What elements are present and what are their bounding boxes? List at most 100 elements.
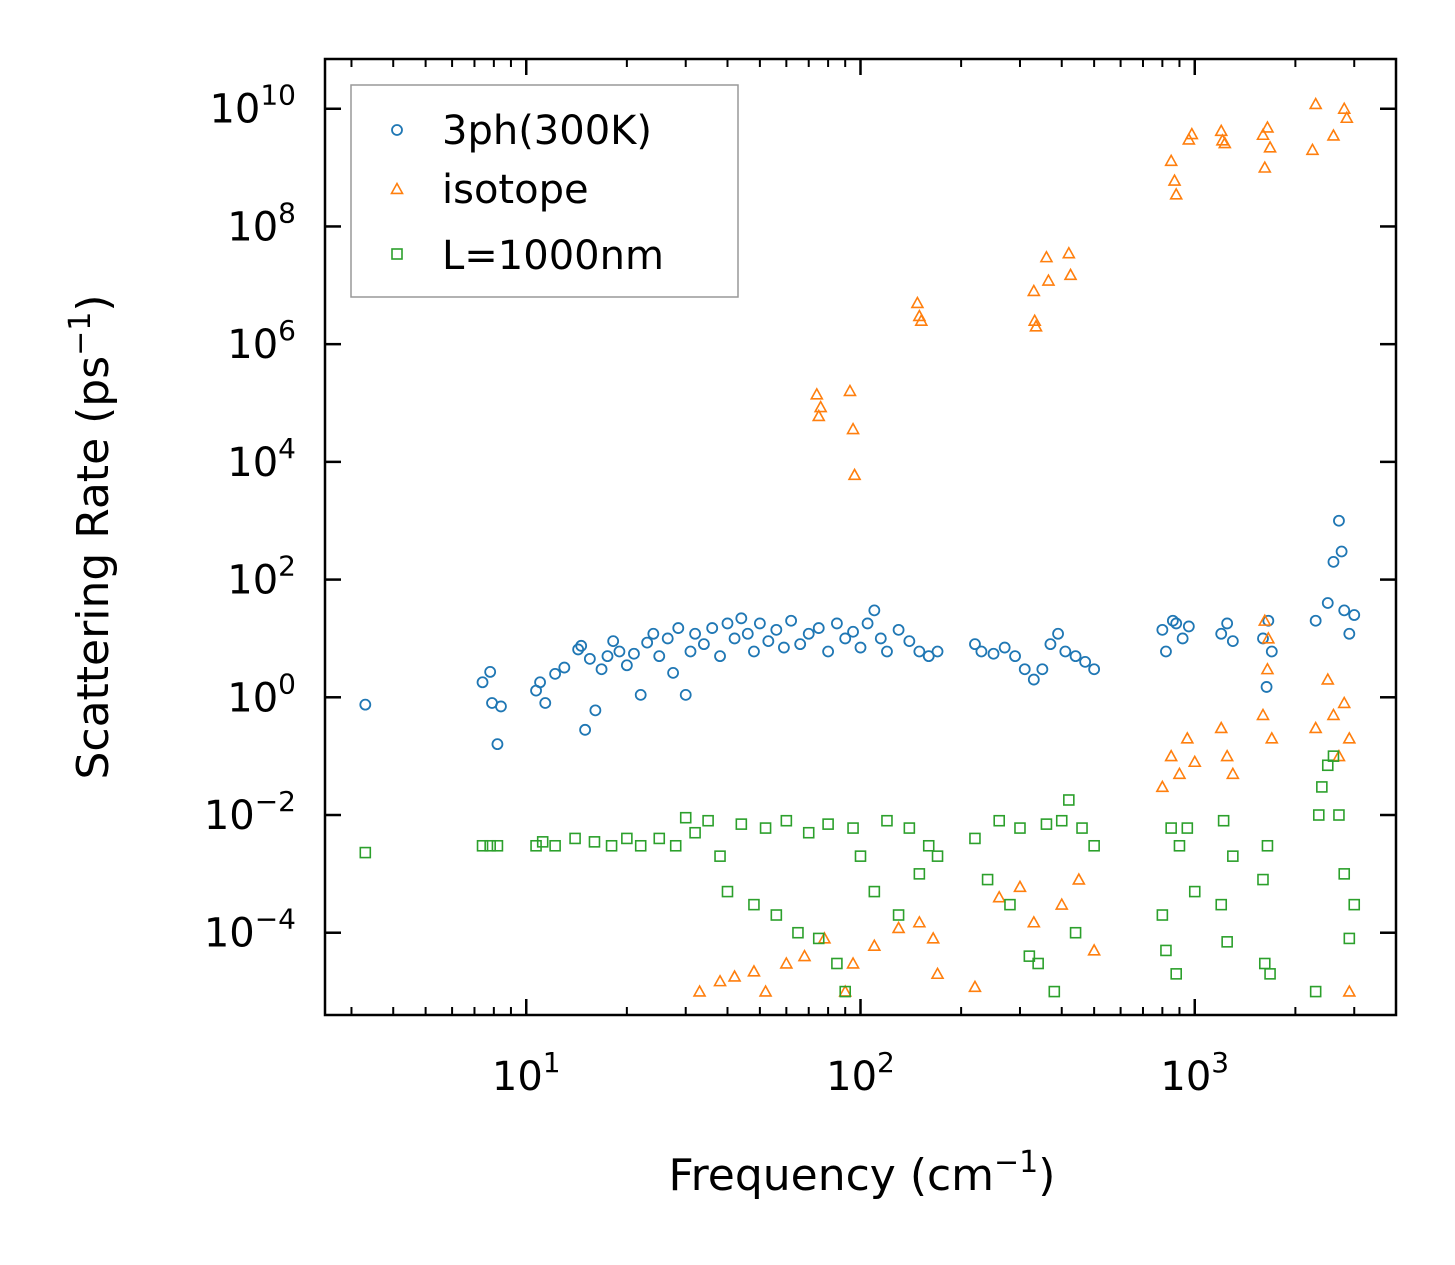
legend-box	[350, 84, 739, 298]
point-3ph	[748, 645, 760, 658]
point-isotope	[1256, 707, 1270, 721]
point-boundary	[621, 832, 633, 845]
point-3ph	[931, 645, 944, 658]
x-tick-label-base: 10	[1160, 1054, 1211, 1100]
point-3ph	[647, 627, 660, 640]
point-3ph	[812, 622, 825, 634]
point-3ph	[628, 647, 640, 660]
point-isotope	[1264, 731, 1279, 744]
point-isotope	[809, 387, 824, 400]
point-isotope	[1220, 749, 1235, 762]
x-axis-title: Frequency (cm−1)	[669, 1145, 1056, 1201]
point-3ph	[1321, 597, 1334, 609]
point-3ph	[998, 641, 1011, 654]
point-3ph	[975, 645, 988, 658]
y-tick-label-exponent: 4	[278, 432, 296, 465]
point-3ph	[892, 623, 905, 636]
point-boundary	[903, 822, 916, 834]
y-tick-label: 100	[227, 667, 296, 721]
point-3ph	[1044, 638, 1057, 651]
y-tick-label-base: 10	[227, 204, 278, 250]
point-boundary	[491, 839, 504, 852]
point-isotope	[713, 974, 727, 987]
point-3ph	[1052, 627, 1064, 640]
point-3ph	[969, 638, 981, 651]
point-isotope	[910, 295, 925, 309]
point-3ph	[847, 625, 859, 638]
point-3ph	[667, 666, 679, 679]
y-tick-label-base: 10	[204, 911, 255, 957]
point-3ph	[1156, 623, 1169, 636]
point-boundary	[484, 839, 496, 852]
point-boundary	[770, 909, 783, 921]
point-isotope	[1169, 187, 1184, 200]
point-boundary	[868, 885, 881, 898]
point-boundary	[1063, 794, 1075, 806]
point-boundary	[1069, 926, 1082, 939]
point-isotope	[1263, 140, 1277, 153]
point-boundary	[922, 839, 935, 852]
point-isotope	[1337, 695, 1352, 709]
point-boundary	[1156, 909, 1169, 921]
point-boundary	[1023, 950, 1036, 962]
point-3ph	[1343, 627, 1356, 640]
point-3ph	[762, 635, 775, 648]
y-tick-label-exponent: 2	[278, 550, 296, 583]
legend-label-boundary: L=1000nm	[442, 233, 664, 279]
point-3ph	[1176, 632, 1189, 645]
x-tick-label: 103	[1160, 1046, 1229, 1100]
point-boundary	[1014, 822, 1026, 834]
point-boundary	[822, 818, 834, 830]
plot-frame	[323, 57, 1398, 1017]
point-isotope	[1342, 731, 1357, 744]
point-3ph	[679, 688, 692, 701]
point-boundary	[702, 814, 714, 827]
point-boundary	[1348, 898, 1361, 911]
point-3ph	[1327, 555, 1340, 568]
point-boundary	[1327, 750, 1340, 762]
y-tick-label: 102	[227, 550, 296, 604]
point-3ph	[831, 617, 843, 630]
point-isotope	[914, 313, 929, 326]
point-boundary	[1055, 814, 1068, 827]
point-3ph	[706, 622, 719, 634]
x-tick-label-base: 10	[826, 1054, 877, 1100]
series-0	[359, 514, 1361, 751]
point-isotope	[1326, 128, 1341, 141]
point-3ph	[1335, 545, 1348, 558]
point-boundary	[1173, 839, 1186, 852]
legend-label-isotope: isotope	[442, 167, 589, 213]
point-3ph	[1338, 604, 1351, 617]
y-axis-title-exponent: −1	[63, 312, 98, 356]
point-isotope	[867, 938, 882, 951]
point-isotope	[747, 964, 761, 977]
point-boundary	[831, 957, 843, 970]
point-isotope	[992, 890, 1007, 903]
point-isotope	[1027, 313, 1042, 326]
point-3ph	[881, 645, 893, 658]
point-3ph	[672, 622, 685, 634]
point-boundary	[969, 832, 981, 845]
y-tick-label: 10−4	[204, 903, 296, 957]
point-isotope	[1172, 766, 1187, 780]
point-boundary	[1217, 814, 1230, 827]
point-boundary	[854, 850, 867, 862]
point-boundary	[1170, 968, 1183, 980]
point-isotope	[1063, 267, 1078, 281]
y-tick-label-base: 10	[204, 793, 255, 839]
legend-marker-0	[391, 124, 403, 136]
point-3ph	[1059, 645, 1072, 658]
point-isotope	[1217, 136, 1232, 149]
point-3ph	[822, 645, 835, 658]
point-isotope	[1257, 613, 1272, 626]
y-tick-label-base: 10	[209, 87, 260, 133]
point-boundary	[588, 836, 601, 848]
point-boundary	[536, 836, 549, 848]
point-3ph	[583, 652, 596, 665]
point-boundary	[759, 822, 772, 834]
point-boundary	[714, 850, 726, 862]
point-isotope	[1013, 879, 1027, 893]
y-tick-label-base: 10	[227, 440, 278, 486]
point-3ph	[1260, 681, 1273, 693]
x-tick-label-exponent: 2	[877, 1046, 895, 1079]
